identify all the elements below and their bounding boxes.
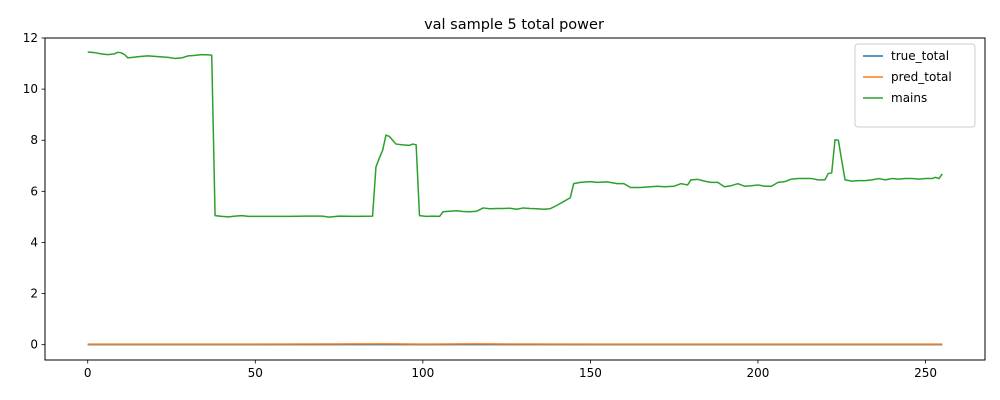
y-tick-label: 6 (30, 184, 38, 198)
y-tick-label: 8 (30, 133, 38, 147)
y-tick-label: 4 (30, 235, 38, 249)
x-tick-label: 150 (579, 366, 602, 380)
plot-frame (44, 37, 986, 361)
y-axis: 0 2 4 6 8 10 12 (23, 31, 45, 352)
x-axis: 0 50 100 150 200 250 (84, 360, 937, 380)
legend-label-pred_total: pred_total (891, 70, 952, 84)
y-tick-label: 2 (30, 287, 38, 301)
legend-box (854, 43, 976, 128)
y-tick-label: 0 (30, 338, 38, 352)
chart-title: val sample 5 total power (424, 17, 604, 33)
legend-label-mains: mains (891, 91, 927, 105)
x-tick-label: 0 (84, 366, 92, 380)
x-tick-label: 200 (747, 366, 770, 380)
x-tick-label: 100 (411, 366, 434, 380)
x-tick-label: 250 (914, 366, 937, 380)
x-tick-label: 50 (248, 366, 263, 380)
legend-label-true_total: true_total (891, 49, 949, 63)
plot-area (87, 51, 943, 346)
y-tick-label: 10 (23, 82, 38, 96)
series-line-mains (87, 51, 943, 218)
y-tick-label: 12 (23, 31, 38, 45)
